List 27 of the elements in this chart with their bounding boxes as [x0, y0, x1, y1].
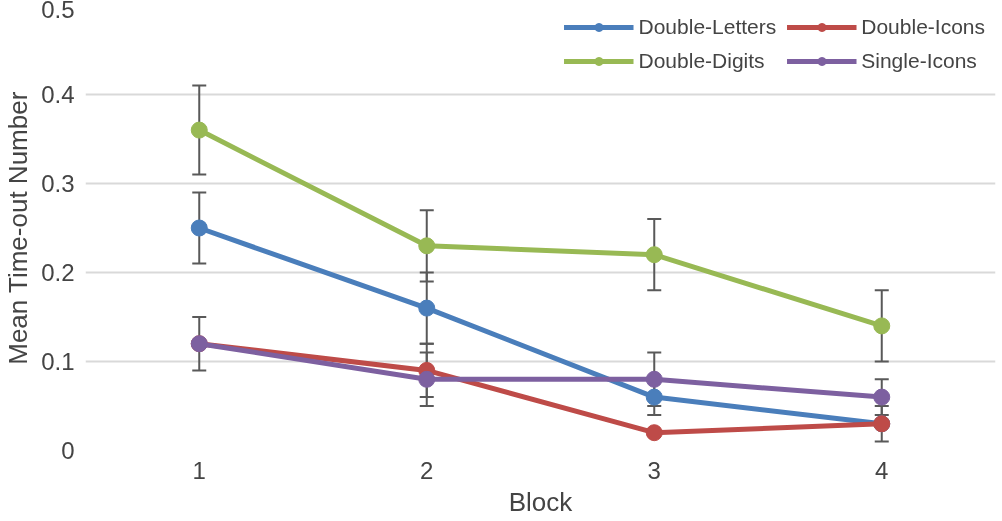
legend-label: Double-Letters — [638, 15, 777, 39]
point — [418, 299, 436, 317]
y-axis-title: Mean Time-out Number — [3, 91, 34, 365]
y-tick-label: 0.5 — [41, 0, 75, 23]
x-tick-label: 2 — [420, 456, 434, 484]
x-axis-title: Block — [508, 486, 574, 517]
point — [418, 370, 436, 388]
point — [873, 317, 891, 335]
point — [873, 388, 891, 406]
point — [190, 121, 208, 139]
point — [190, 219, 208, 237]
x-tick-label: 4 — [875, 456, 889, 484]
y-tick-label: 0.4 — [41, 81, 75, 108]
y-tick-label: 0 — [61, 437, 75, 464]
x-tick-label: 3 — [647, 456, 661, 484]
point — [645, 246, 663, 264]
y-tick-label: 0.3 — [41, 170, 75, 197]
legend-label: Single-Icons — [861, 49, 977, 73]
point — [645, 388, 663, 406]
legend-label: Double-Digits — [638, 49, 765, 73]
legend-label: Double-Icons — [861, 15, 985, 39]
point — [418, 237, 436, 255]
y-tick-label: 0.1 — [41, 348, 75, 375]
point — [645, 370, 663, 388]
y-tick-label: 0.2 — [41, 259, 75, 286]
point — [645, 424, 663, 442]
x-tick-label: 1 — [192, 456, 206, 484]
